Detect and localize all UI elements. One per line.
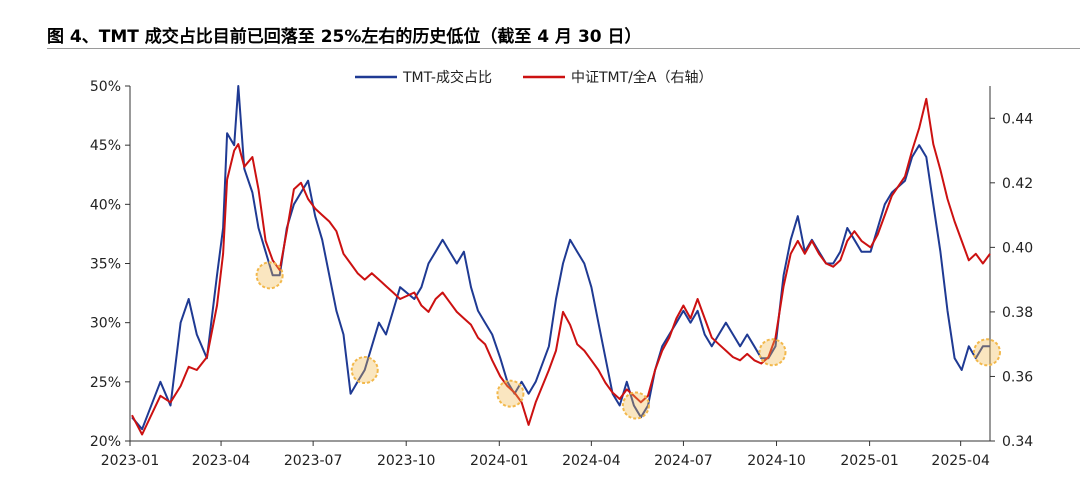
highlight-circle (255, 261, 284, 290)
y-right-tick-label: 0.34 (1002, 434, 1033, 450)
legend-label-tmt-ratio: 中证TMT/全A（右轴） (571, 69, 712, 86)
y-right-tick-label: 0.42 (1002, 176, 1033, 192)
series-line-tmt-ratio (131, 97, 991, 436)
y-left-tick-label: 35% (90, 257, 121, 273)
highlight-circle (621, 391, 650, 420)
x-tick-label: 2024-04 (562, 453, 621, 469)
title-divider (47, 48, 1080, 49)
chart-series (131, 85, 991, 436)
y-right-tick-label: 0.40 (1002, 240, 1033, 256)
x-tick-label: 2024-07 (654, 453, 713, 469)
highlight-circle (496, 379, 525, 408)
y-left-tick-label: 20% (90, 434, 121, 450)
y-left-tick-label: 30% (90, 316, 121, 332)
x-tick-label: 2024-01 (470, 453, 529, 469)
x-tick-label: 2024-10 (747, 453, 806, 469)
series-line-tmt-share (131, 85, 990, 431)
y-right-tick-label: 0.38 (1002, 305, 1033, 321)
x-tick-label: 2023-07 (284, 453, 343, 469)
y-left-tick-label: 40% (90, 197, 121, 213)
x-tick-label: 2025-01 (840, 453, 899, 469)
x-tick-label: 2023-04 (192, 453, 251, 469)
highlight-circle (350, 356, 379, 384)
highlight-circle (758, 338, 787, 367)
y-left-tick-label: 45% (90, 138, 121, 154)
figure-title: 图 4、TMT 成交占比目前已回落至 25%左右的历史低位（截至 4 月 30 … (47, 27, 642, 47)
highlight-markers (255, 261, 1001, 420)
x-tick-label: 2023-01 (101, 453, 160, 469)
chart-axes: 20% 25% 30% 35% 40% 45% 50% 0.34 0.36 0.38 0.40 0.4… (90, 79, 1033, 469)
x-tick-label: 2025-04 (931, 453, 990, 469)
y-left-tick-label: 25% (90, 375, 121, 391)
y-right-tick-label: 0.44 (1002, 111, 1033, 127)
chart-legend: TMT-成交占比 中证TMT/全A（右轴） (355, 69, 712, 86)
y-left-tick-label: 50% (90, 79, 121, 95)
x-tick-label: 2023-10 (377, 453, 436, 469)
legend-label-tmt-share: TMT-成交占比 (402, 69, 492, 86)
y-right-tick-label: 0.36 (1002, 369, 1033, 385)
highlight-circle (972, 338, 1001, 367)
figure-header: 图 4、TMT 成交占比目前已回落至 25%左右的历史低位（截至 4 月 30 … (0, 0, 1080, 50)
